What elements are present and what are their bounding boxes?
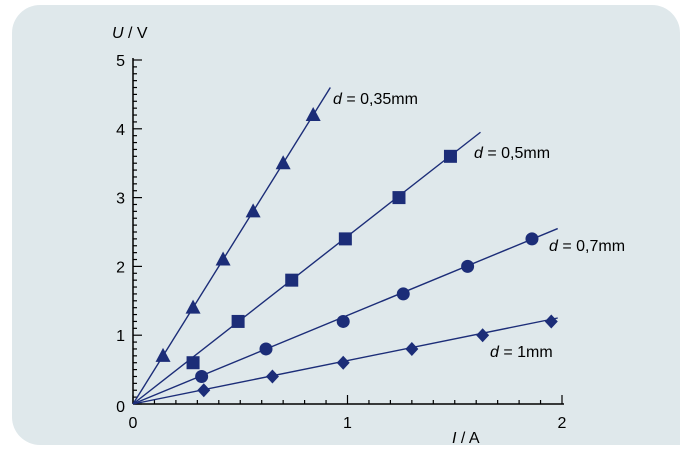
y-tick-label: 3 [116,191,125,208]
data-point-circle [396,287,410,301]
series-label: d = 0,35mm [333,91,418,108]
data-point-circle [259,342,273,356]
series-label-value: = 1mm [499,344,553,361]
data-point-circle [195,369,209,383]
data-point-triangle [305,107,321,122]
series-label: d = 0,7mm [549,238,625,255]
series-label-value: = 0,5mm [483,145,550,162]
y-tick-label: 1 [116,328,125,345]
x-axis-symbol: I [452,430,457,447]
x-tick-label: 0 [129,415,138,432]
series-label-symbol: d [333,91,343,108]
data-point-triangle [275,155,291,170]
data-point-square [186,356,200,370]
data-point-triangle [215,251,231,266]
series-label-value: = 0,7mm [558,238,625,255]
y-tick-label: 0 [116,399,125,416]
series-label: d = 1mm [490,344,553,361]
series-label: d = 0,5mm [474,145,550,162]
data-point-triangle [155,347,171,362]
data-point-diamond [476,328,490,343]
data-point-diamond [265,369,279,384]
series-label-symbol: d [549,238,559,255]
y-axis-symbol: U [112,25,124,42]
data-point-square [392,191,406,205]
y-axis-title: U / V [112,25,148,42]
data-point-diamond [336,355,350,370]
x-tick-label: 2 [558,415,567,432]
x-tick-label: 1 [343,415,352,432]
x-axis-title: I / A [452,430,480,447]
y-tick-label: 4 [116,122,125,139]
fit-line [132,131,481,405]
y-tick-label: 2 [116,259,125,276]
series-label-symbol: d [490,344,500,361]
series-label-symbol: d [474,145,484,162]
data-point-circle [525,232,539,246]
data-point-diamond [197,383,211,398]
y-axis-unit: / V [124,25,148,42]
fit-line [132,87,331,405]
data-point-diamond [405,341,419,356]
data-point-square [443,149,457,163]
chart-panel [12,5,680,445]
y-tick-label: 5 [116,53,125,70]
data-point-circle [461,259,475,273]
data-point-square [231,314,245,328]
series-label-value: = 0,35mm [342,91,418,108]
data-point-triangle [185,299,201,314]
data-point-square [285,273,299,287]
x-axis-unit: / A [456,430,479,447]
data-point-diamond [544,314,558,329]
data-point-triangle [245,203,261,218]
data-point-square [338,232,352,246]
data-point-circle [336,314,350,328]
